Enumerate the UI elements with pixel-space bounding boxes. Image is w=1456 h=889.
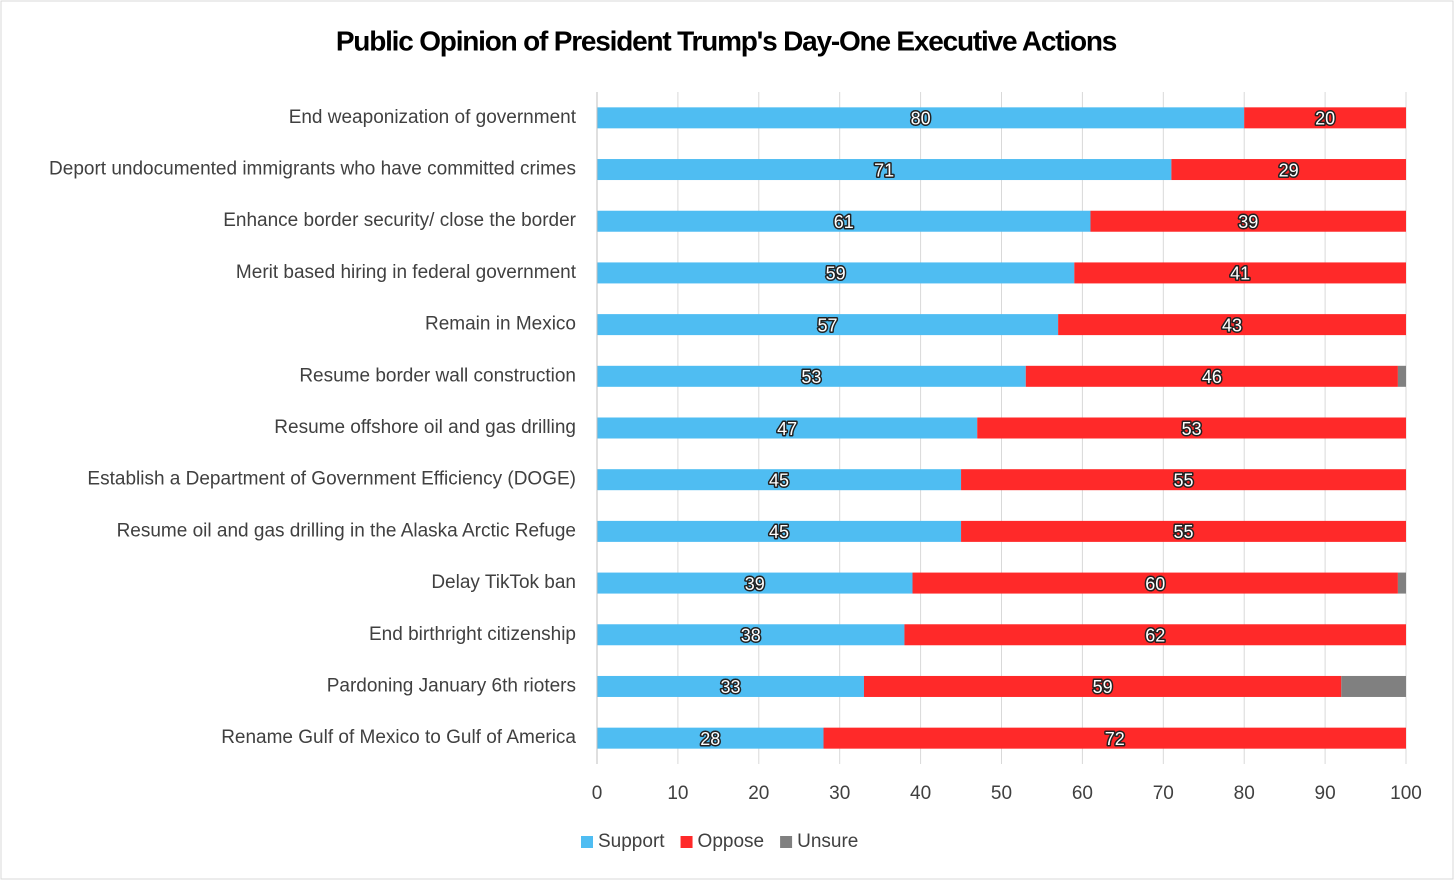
data-label: 72 <box>1105 729 1125 749</box>
bar-segment <box>597 624 905 646</box>
bar-segment <box>823 727 1406 749</box>
bar-segment <box>1058 314 1406 336</box>
data-label: 28 <box>700 729 720 749</box>
x-tick-label: 20 <box>748 783 769 804</box>
bar-segment <box>597 262 1075 284</box>
data-label: 43 <box>1222 315 1242 335</box>
x-tick-label: 80 <box>1234 783 1255 804</box>
data-label: 41 <box>1230 264 1250 284</box>
bar-segment <box>597 210 1091 232</box>
legend-swatch <box>780 836 793 848</box>
x-tick-label: 100 <box>1390 783 1422 804</box>
x-tick-label: 60 <box>1072 783 1093 804</box>
x-tick-label: 70 <box>1153 783 1174 804</box>
bar-segment <box>863 675 1342 697</box>
legend-swatch <box>680 836 693 848</box>
x-tick-label: 10 <box>667 783 688 804</box>
data-label: 47 <box>777 419 797 439</box>
data-label: 71 <box>874 160 894 180</box>
legend-label: Unsure <box>797 831 858 852</box>
chart-title: Public Opinion of President Trump's Day-… <box>336 25 1117 56</box>
data-label: 57 <box>818 315 838 335</box>
y-tick-label: Resume border wall construction <box>299 365 576 386</box>
bar-segment <box>961 469 1406 491</box>
legend-swatch <box>581 836 593 848</box>
bar-segment <box>977 417 1406 439</box>
bar-segment <box>597 107 1245 129</box>
bar-segment <box>961 520 1406 542</box>
data-label: 20 <box>1315 109 1335 129</box>
bar-segment <box>1341 675 1406 697</box>
x-tick-label: 50 <box>991 783 1012 804</box>
x-tick-label: 90 <box>1315 783 1336 804</box>
data-label: 59 <box>1093 677 1113 697</box>
x-tick-label: 40 <box>910 783 931 804</box>
data-label: 46 <box>1202 367 1222 387</box>
y-tick-label: End weaponization of government <box>289 107 577 128</box>
bar-segment <box>1397 572 1406 594</box>
bar-segment <box>597 159 1172 181</box>
data-label: 45 <box>769 470 789 490</box>
data-label: 55 <box>1174 470 1194 490</box>
x-tick-label: 30 <box>829 783 850 804</box>
bar-segment <box>1025 365 1398 387</box>
bar-segment <box>597 314 1059 336</box>
bar-segment <box>1244 107 1406 129</box>
y-tick-label: Resume oil and gas drilling in the Alask… <box>117 520 576 541</box>
data-label: 39 <box>1238 212 1258 232</box>
bar-segment <box>1171 159 1406 181</box>
data-label: 45 <box>769 522 789 542</box>
data-label: 61 <box>834 212 854 232</box>
bar-segment <box>597 675 864 697</box>
data-label: 62 <box>1145 626 1165 646</box>
y-tick-label: Remain in Mexico <box>425 314 576 335</box>
data-label: 29 <box>1279 160 1299 180</box>
data-label: 39 <box>745 574 765 594</box>
y-tick-label: Delay TikTok ban <box>431 572 576 593</box>
y-tick-label: Resume offshore oil and gas drilling <box>274 417 576 438</box>
bar-segment <box>1074 262 1406 284</box>
y-tick-label: Rename Gulf of Mexico to Gulf of America <box>221 727 576 748</box>
data-label: 53 <box>801 367 821 387</box>
bar-segment <box>597 417 978 439</box>
legend-label: Oppose <box>698 831 765 852</box>
y-tick-label: End birthright citizenship <box>369 624 576 645</box>
bar-segment <box>1397 365 1406 387</box>
data-label: 59 <box>826 264 846 284</box>
data-label: 60 <box>1145 574 1165 594</box>
bar-segment <box>597 572 913 594</box>
data-label: 33 <box>720 677 740 697</box>
y-tick-label: Enhance border security/ close the borde… <box>223 210 576 231</box>
legend-label: Support <box>598 831 665 852</box>
y-tick-label: Pardoning January 6th rioters <box>327 675 576 696</box>
bar-segment <box>597 520 962 542</box>
bar-segment <box>904 624 1406 646</box>
data-label: 53 <box>1182 419 1202 439</box>
bar-segment <box>597 727 824 749</box>
data-label: 55 <box>1174 522 1194 542</box>
y-tick-label: Establish a Department of Government Eff… <box>87 469 576 490</box>
bar-segment <box>1090 210 1406 232</box>
data-label: 80 <box>911 109 931 129</box>
bar-segment <box>597 469 962 491</box>
x-tick-label: 0 <box>592 783 603 804</box>
y-tick-label: Merit based hiring in federal government <box>236 262 577 283</box>
bar-segment <box>912 572 1398 594</box>
y-tick-label: Deport undocumented immigrants who have … <box>49 159 576 180</box>
bar-segment <box>597 365 1026 387</box>
data-label: 38 <box>741 626 761 646</box>
